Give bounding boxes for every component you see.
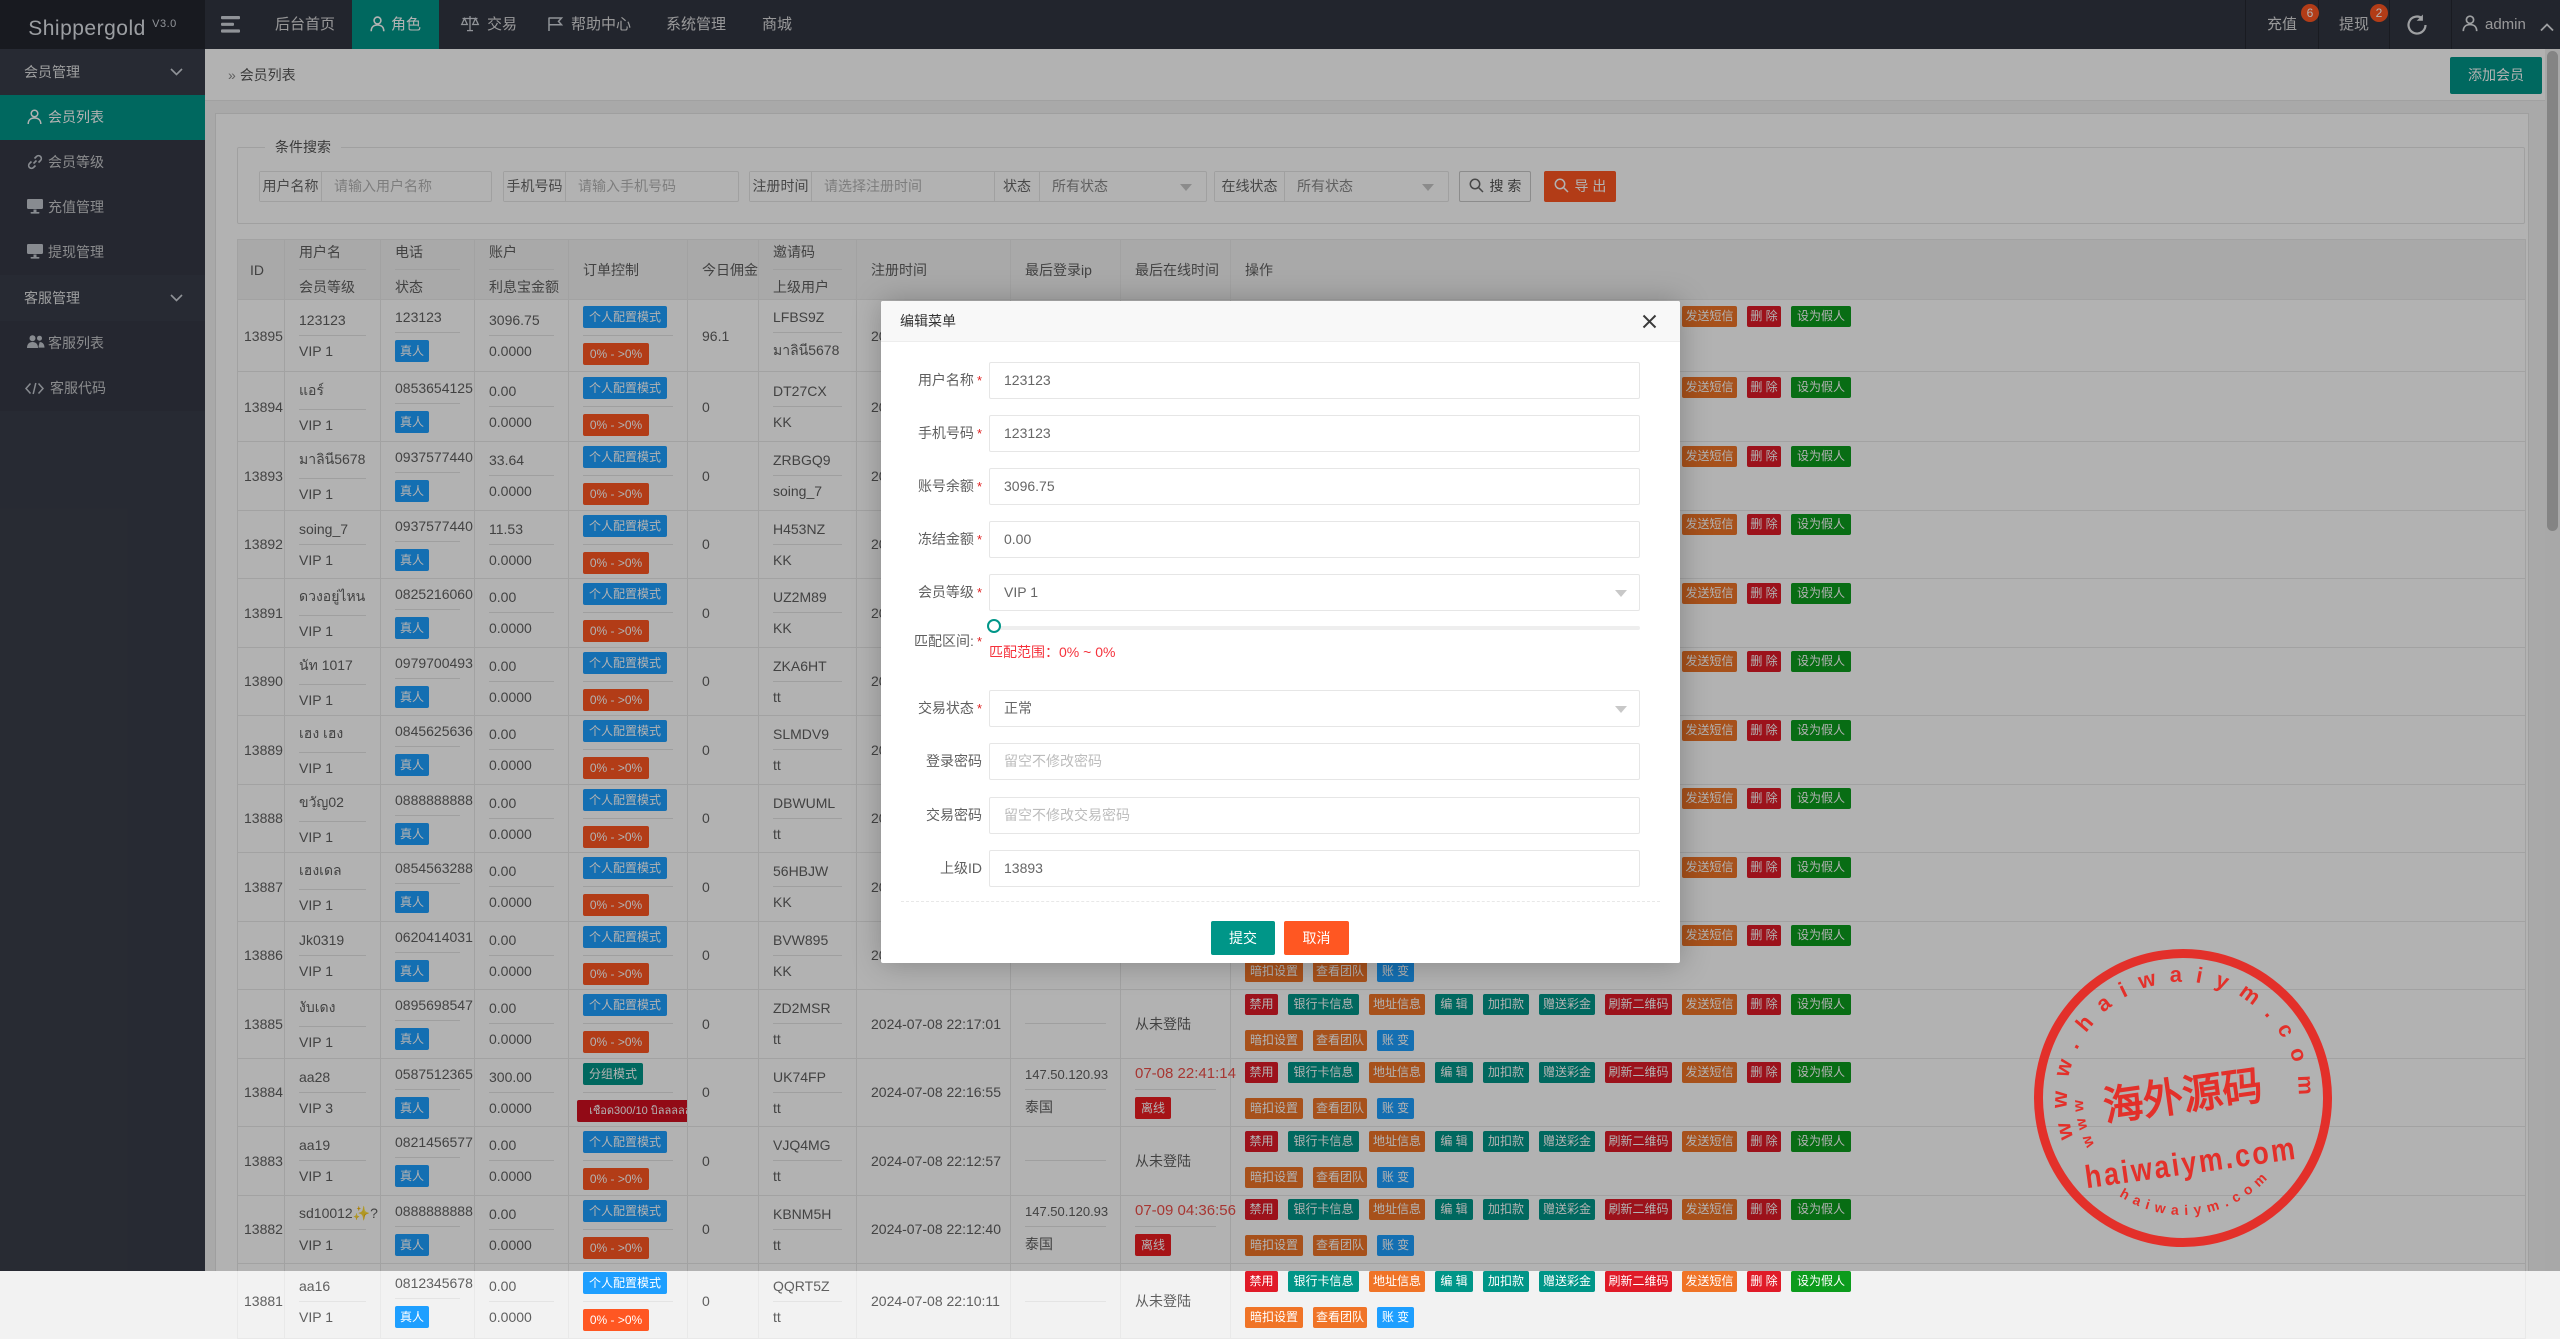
svg-text:海外源码: 海外源码 xyxy=(2100,1062,2265,1130)
svg-text:www: www xyxy=(2068,1091,2099,1152)
svg-text:haiwaiym.com: haiwaiym.com xyxy=(2083,1130,2300,1195)
